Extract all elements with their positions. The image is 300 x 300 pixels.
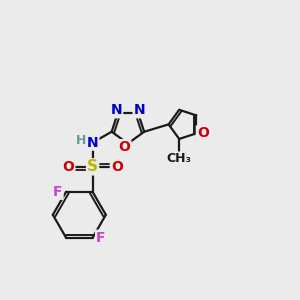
Text: N: N bbox=[87, 136, 98, 150]
Text: CH₃: CH₃ bbox=[167, 152, 192, 166]
Text: O: O bbox=[111, 160, 123, 174]
Text: N: N bbox=[111, 103, 122, 117]
Text: S: S bbox=[87, 159, 98, 174]
Text: O: O bbox=[62, 160, 74, 174]
Text: O: O bbox=[118, 140, 130, 154]
Text: F: F bbox=[53, 185, 63, 199]
Text: O: O bbox=[197, 126, 209, 140]
Text: H: H bbox=[76, 134, 87, 147]
Text: N: N bbox=[134, 103, 145, 117]
Text: F: F bbox=[96, 231, 106, 245]
